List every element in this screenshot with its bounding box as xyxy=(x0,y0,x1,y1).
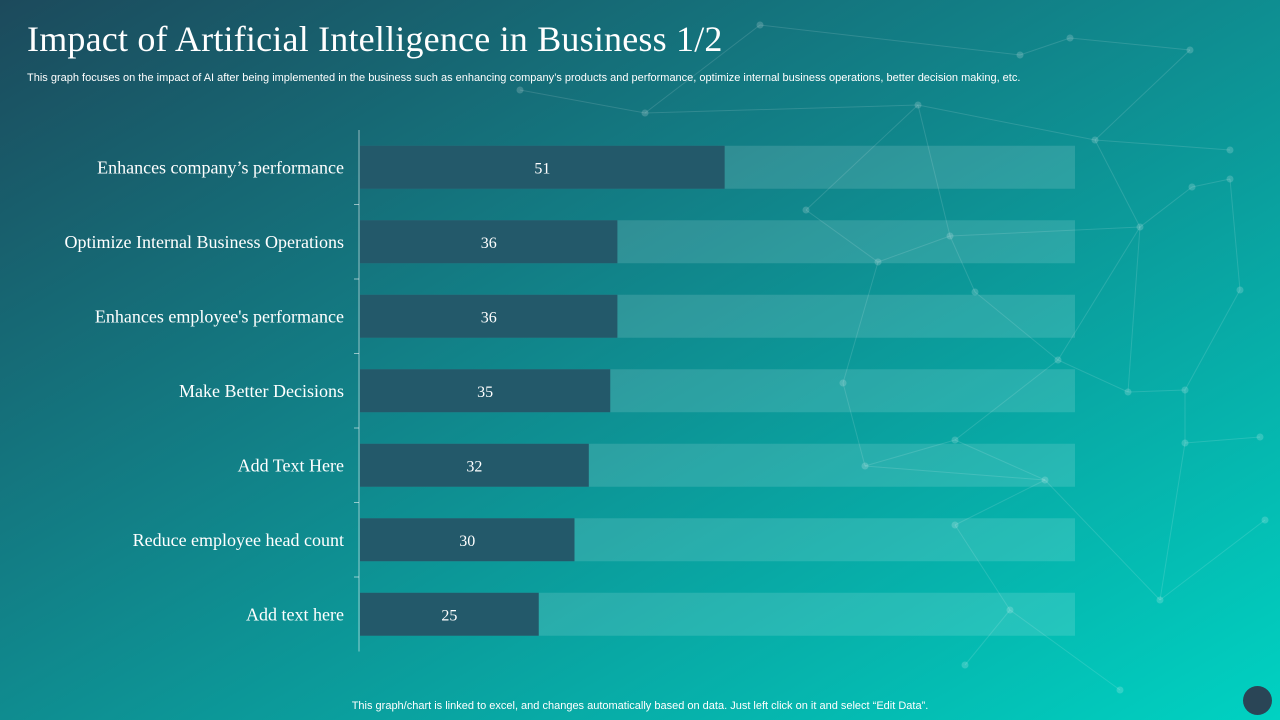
footnote: This graph/chart is linked to excel, and… xyxy=(351,700,929,712)
data-label: 30 xyxy=(459,533,475,550)
bar[interactable] xyxy=(360,220,618,264)
bar[interactable] xyxy=(360,145,725,189)
data-label: 25 xyxy=(441,607,457,624)
category-label: Add Text Here xyxy=(238,455,344,475)
category-label: Reduce employee head count xyxy=(133,530,344,550)
bar[interactable] xyxy=(360,294,618,338)
bar[interactable] xyxy=(360,443,589,487)
data-label: 32 xyxy=(466,458,482,475)
data-label: 36 xyxy=(481,235,497,252)
slide-title: Impact of Artificial Intelligence in Bus… xyxy=(27,19,723,59)
network-lines xyxy=(519,24,1266,691)
slide-subtitle: This graph focuses on the impact of AI a… xyxy=(27,72,1021,84)
category-label: Add text here xyxy=(246,604,344,624)
network-nodes xyxy=(516,21,1269,694)
category-label: Enhances company’s performance xyxy=(97,157,344,177)
category-label: Make Better Decisions xyxy=(179,381,344,401)
bar[interactable] xyxy=(360,518,575,562)
category-label: Optimize Internal Business Operations xyxy=(65,232,344,252)
corner-circle-icon xyxy=(1243,686,1272,715)
bar[interactable] xyxy=(360,592,539,636)
data-label: 51 xyxy=(534,160,550,177)
data-label: 35 xyxy=(477,384,493,401)
bar[interactable] xyxy=(360,369,611,413)
data-label: 36 xyxy=(481,309,497,326)
category-label: Enhances employee's performance xyxy=(95,306,344,326)
